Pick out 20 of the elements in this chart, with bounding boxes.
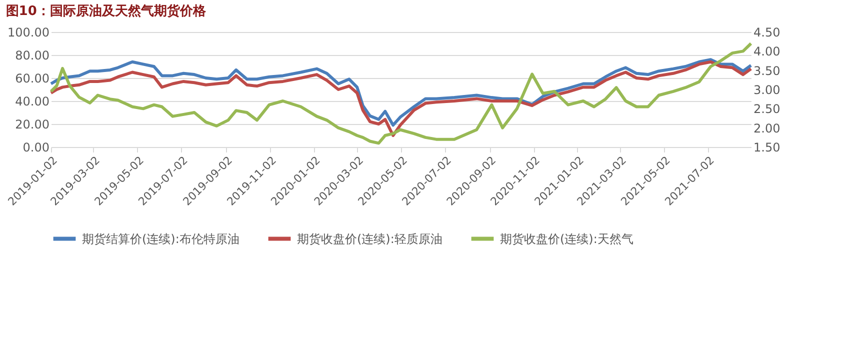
y-tick-label: 20.00	[15, 118, 50, 132]
y2-tick-label: 1.50	[754, 140, 780, 154]
line-series	[50, 42, 752, 145]
y2-tick-label: 3.50	[754, 64, 780, 78]
chart-title: 图10：国际原油及天然气期货价格	[6, 3, 207, 19]
legend-label: 期货结算价(连续):布伦特原油	[82, 232, 240, 246]
y2-tick-label: 2.00	[754, 121, 780, 136]
y-tick-label: 60.00	[15, 72, 50, 86]
line-series	[50, 60, 752, 137]
y2-tick-label: 4.00	[754, 44, 780, 59]
y-tick-label: 0.00	[22, 140, 50, 154]
y-tick-label: 100.00	[8, 26, 50, 40]
y2-tick-label: 4.50	[754, 26, 780, 40]
y2-tick-label: 3.00	[754, 83, 780, 97]
line-series	[50, 58, 752, 127]
y2-tick-label: 2.50	[754, 102, 780, 116]
legend-label: 期货收盘价(连续):天然气	[500, 232, 634, 246]
y-tick-label: 40.00	[15, 94, 50, 108]
y-tick-label: 80.00	[15, 48, 50, 62]
legend-label: 期货收盘价(连续):轻质原油	[297, 232, 442, 246]
